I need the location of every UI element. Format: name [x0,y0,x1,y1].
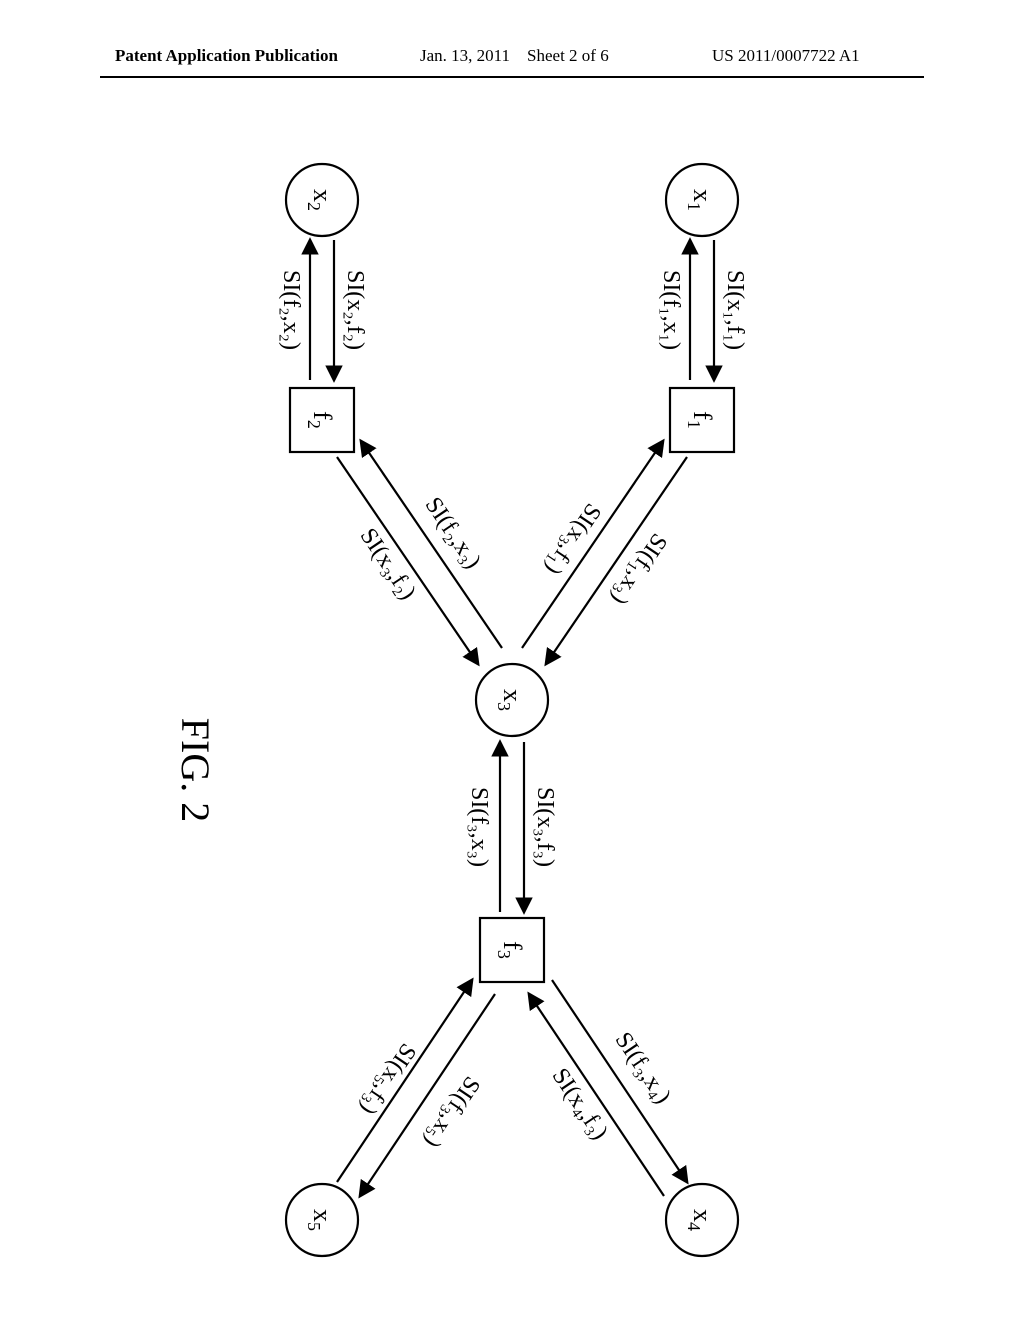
node-x5: x5 [286,1184,358,1256]
edge-label: SI(x₂,f₂) [342,270,368,350]
page: Patent Application Publication Jan. 13, … [0,0,1024,1320]
edge-label: SI(f₂,x₃) [420,493,486,574]
node-x3: x3 [476,664,548,736]
edge-label: SI(x₃,f₃) [532,787,558,867]
edge-label: SI(x₁,f₁) [722,270,748,350]
figure-label: FIG. 2 [173,718,218,822]
edge-label: SI(f₂,x₂) [278,270,304,350]
edge-label: SI(f₁,x₃) [606,528,672,609]
factor-graph-diagram: SI(x₁,f₁) SI(f₁,x₁) SI(x₂,f₂) SI(f₂,x₂) … [0,0,1024,1320]
edge-label: SI(f₃,x₅) [419,1071,485,1152]
node-f2: f2 [290,388,354,452]
node-x1: x1 [666,164,738,236]
node-x4: x4 [666,1184,738,1256]
node-x2: x2 [286,164,358,236]
edge-label: SI(f₃,x₄) [610,1028,676,1109]
edge-label: SI(f₃,x₃) [466,787,492,867]
edge-label: SI(f₁,x₁) [658,270,684,350]
node-f1: f1 [670,388,734,452]
node-f3: f3 [480,918,544,982]
